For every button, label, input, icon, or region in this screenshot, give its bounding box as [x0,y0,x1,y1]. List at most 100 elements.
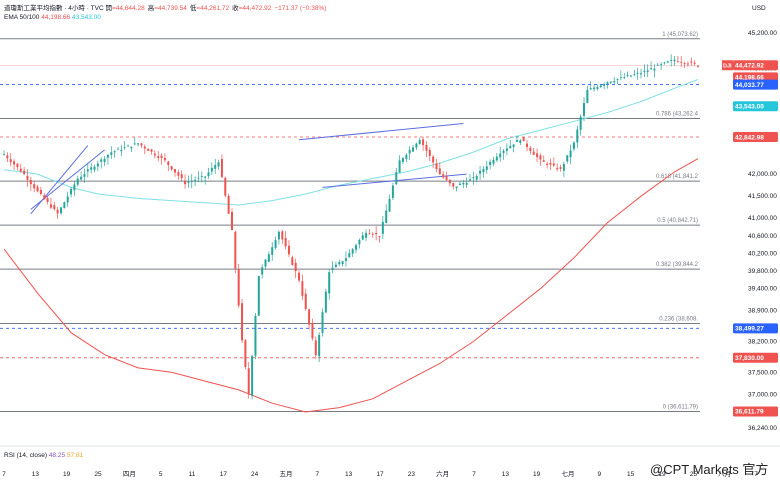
candle-body [358,240,361,245]
candle-body [311,322,314,339]
candle-body [680,61,683,63]
x-tick-label: 25 [690,471,698,478]
candle-body [606,82,609,84]
candle-body [432,156,435,163]
rsi-value: 48.25 [48,452,66,459]
candle-body [412,147,415,152]
ema-lines [3,79,699,413]
candle-body [194,179,197,182]
symbol-title[interactable]: 道瓊斯工業平均指數 · 4小時 · TVC [4,5,104,12]
candles [2,54,700,400]
candle-body [405,154,408,159]
candle-body [180,174,183,179]
x-tick-label: 5 [159,471,163,478]
candle-body [9,159,12,163]
ohlc-item: −171.37 (−0.38%) [274,5,326,12]
candle-body [425,144,428,151]
candle-body [331,267,334,271]
candle-body [589,88,592,90]
ema-label[interactable]: EMA 50/100 [4,14,40,21]
y-tick-label: 38,900.00 [748,308,777,315]
price-tag [733,101,778,112]
candle-body [304,293,307,309]
candle-body [230,212,233,231]
x-tick-label: 17 [220,471,228,478]
candle-body [499,153,502,158]
time-axis: 7 13 19 25 四月 5 11 17 24 五月 7 13 17 23 六月 7 13 19 七月 9 15 19 2… [0,445,780,478]
candle-body [408,149,411,154]
candle-body [676,61,679,63]
candle-body [110,152,113,155]
price-tag-label: 43,543.00 [735,103,764,110]
candle-body [656,64,659,66]
candle-body [237,269,240,306]
x-tick-label: 7 [754,471,758,478]
candle-body [207,172,210,177]
candle-body [452,183,455,187]
candle-body [344,258,347,262]
y-tick-label: 41,000.00 [748,215,777,222]
candle-body [314,340,317,356]
candle-body [619,77,622,78]
x-tick-label: 19 [658,471,666,478]
ema50-value: 44,198.66 [41,14,71,21]
ohlc-item: 開=44,644.28 [105,5,144,12]
candle-body [438,168,441,175]
price-tag [733,132,778,143]
candle-body [294,262,297,272]
candle-body [495,156,498,161]
candle-body [351,249,354,254]
candle-body [482,168,485,173]
candle-body [277,231,280,240]
candle-body [522,136,525,142]
candle-body [241,303,244,341]
rsi-label[interactable]: RSI (14, close) [4,452,47,459]
candle-body [70,188,73,195]
candle-body [157,156,160,158]
fib-label: 0.382 (39,844.2 [656,262,699,268]
candle-body [217,162,220,167]
candle-body [683,63,686,64]
candle-body [629,75,632,77]
candle-body [532,151,535,155]
candle-body [264,259,267,267]
candle-body [371,234,374,235]
price-tag [733,60,778,71]
candle-body [2,154,6,156]
candle-body [398,160,401,173]
candle-body [19,168,22,172]
x-tick-label: 23 [408,471,416,478]
ohlc-value: =44,472.92 [238,5,272,12]
candle-body [147,149,150,151]
symbol-tag [722,60,733,71]
candle-body [100,159,103,162]
candle-body [177,172,180,176]
price-tag [733,352,778,363]
candle-body [391,185,394,198]
price-tag-label: 42,842.98 [735,134,764,141]
chart-header: 道瓊斯工業平均指數 · 4小時 · TVC 開=44,644.28 高=44,73… [4,4,329,22]
candle-body [415,143,418,148]
candle-body [509,145,512,149]
candle-body [43,195,46,199]
candle-body [63,202,66,209]
candle-body [26,175,29,180]
x-tick-label: 五月 [280,470,293,478]
candle-body [586,89,589,103]
candle-body [140,143,143,146]
currency-label[interactable]: USD [752,5,766,12]
candle-body [690,61,693,63]
candle-body [378,235,381,237]
candle-body [643,70,646,72]
candle-body [576,129,579,143]
candle-body [113,151,116,153]
candle-body [160,155,163,159]
candle-body [197,177,200,179]
candle-body [53,204,56,209]
candle-body [234,231,237,269]
price-tag-label: 38,499.27 [735,326,764,333]
candle-body [39,189,42,195]
ohlc-item: 收=44,472.92 [232,5,271,12]
candle-body [83,173,86,177]
